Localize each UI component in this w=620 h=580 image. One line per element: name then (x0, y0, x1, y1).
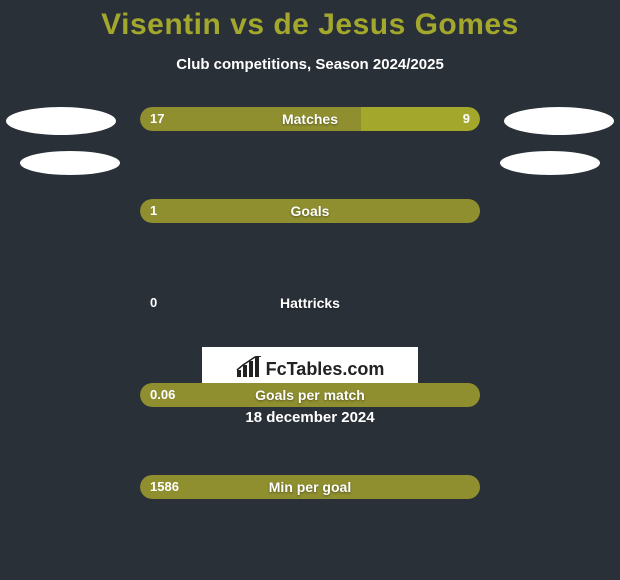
stat-value-left: 1 (150, 199, 157, 223)
stat-bar-track: Min per goal1586 (140, 475, 480, 499)
stat-label: Goals per match (140, 383, 480, 407)
stat-row: Matches17 9 (0, 107, 620, 153)
stat-value-left: 0.06 (150, 383, 175, 407)
stat-row: Goals per match0.06 (0, 383, 620, 429)
brand-text: FcTables.com (266, 359, 385, 380)
stat-label: Hattricks (140, 291, 480, 315)
stat-value-left: 1586 (150, 475, 179, 499)
stats-panel: Matches179Goals1Hattricks0Goals per matc… (0, 107, 620, 337)
stat-label: Min per goal (140, 475, 480, 499)
stat-bar-track: Goals1 (140, 199, 480, 223)
stat-row: Min per goal1586 (0, 475, 620, 521)
stat-bar-track: Goals per match0.06 (140, 383, 480, 407)
stat-row: Hattricks0 (0, 291, 620, 337)
stat-value-left: 0 (150, 291, 157, 315)
stat-value-right: 9 (463, 107, 470, 131)
subtitle: Club competitions, Season 2024/2025 (0, 56, 620, 73)
decoration-ellipse-sw (20, 151, 120, 175)
comparison-widget: Visentin vs de Jesus Gomes Club competit… (0, 0, 620, 426)
stat-row: Goals1 (0, 199, 620, 245)
stat-bar-track: Hattricks0 (140, 291, 480, 315)
stat-label: Goals (140, 199, 480, 223)
stat-label: Matches (140, 107, 480, 131)
stat-value-left: 17 (150, 107, 164, 131)
decoration-ellipse-se (500, 151, 600, 175)
page-title: Visentin vs de Jesus Gomes (0, 8, 620, 42)
stat-bar-track: Matches17 9 (140, 107, 480, 131)
brand-bars-icon (236, 356, 262, 383)
